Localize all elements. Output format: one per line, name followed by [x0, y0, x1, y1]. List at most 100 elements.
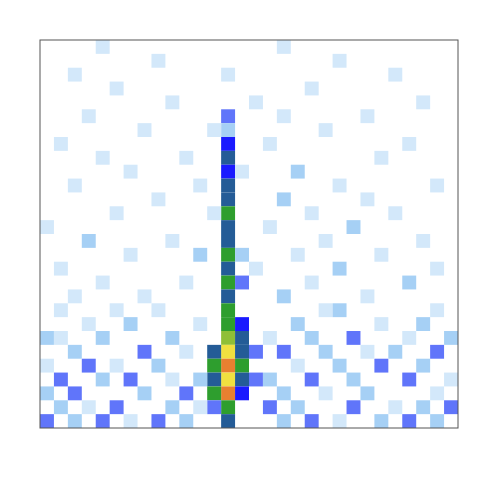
- heat-cell: [430, 303, 444, 317]
- heat-cell: [40, 414, 54, 428]
- heat-cell: [347, 331, 361, 345]
- heat-cell: [235, 317, 249, 331]
- heat-cell: [360, 109, 374, 123]
- heat-cell: [221, 234, 235, 248]
- heat-cell: [207, 206, 221, 220]
- heat-cell: [402, 331, 416, 345]
- heat-cell: [416, 317, 430, 331]
- heat-cell: [416, 359, 430, 373]
- heat-cell: [388, 345, 402, 359]
- heat-cell: [444, 400, 458, 414]
- plot-frame: [40, 40, 458, 428]
- heat-cell: [249, 345, 263, 359]
- heat-cell: [165, 331, 179, 345]
- heat-cell: [402, 137, 416, 151]
- heat-cell: [333, 179, 347, 193]
- heat-cell: [221, 386, 235, 400]
- heat-cell: [68, 345, 82, 359]
- heat-cell: [291, 400, 305, 414]
- heat-cell: [374, 317, 388, 331]
- heat-cell: [277, 192, 291, 206]
- heat-cell: [179, 414, 193, 428]
- heat-cell: [333, 414, 347, 428]
- heat-cell: [430, 179, 444, 193]
- heat-cell: [179, 345, 193, 359]
- heat-cell: [207, 400, 221, 414]
- heat-cell: [333, 303, 347, 317]
- heat-cell: [235, 331, 249, 345]
- heat-cell: [305, 414, 319, 428]
- heat-cell: [124, 248, 138, 262]
- heat-cell: [291, 248, 305, 262]
- heat-cell: [54, 400, 68, 414]
- heat-cell: [221, 414, 235, 428]
- heat-cell: [347, 400, 361, 414]
- heat-cell: [40, 220, 54, 234]
- heat-cell: [402, 373, 416, 387]
- heat-cell: [82, 234, 96, 248]
- heat-cell: [444, 373, 458, 387]
- heat-cell: [235, 165, 249, 179]
- heat-cell: [124, 414, 138, 428]
- heat-cell: [416, 95, 430, 109]
- heat-cell: [221, 373, 235, 387]
- heat-cell: [360, 345, 374, 359]
- heat-cell: [221, 331, 235, 345]
- heat-cell: [319, 386, 333, 400]
- heat-cell: [221, 303, 235, 317]
- heat-cell: [193, 248, 207, 262]
- heat-cell: [430, 345, 444, 359]
- heat-cell: [54, 137, 68, 151]
- plot-area: [40, 40, 458, 428]
- heat-cell: [221, 137, 235, 151]
- heat-cell: [305, 276, 319, 290]
- heat-cell: [179, 386, 193, 400]
- heat-cell: [207, 386, 221, 400]
- heat-cell: [221, 276, 235, 290]
- heat-cell: [221, 345, 235, 359]
- heat-cell: [374, 359, 388, 373]
- heat-cell: [291, 359, 305, 373]
- heat-cell: [96, 331, 110, 345]
- heat-cell: [277, 109, 291, 123]
- heat-cell: [374, 151, 388, 165]
- heat-cell: [333, 262, 347, 276]
- heat-cell: [263, 220, 277, 234]
- heat-cell: [235, 359, 249, 373]
- heat-cell: [221, 359, 235, 373]
- heat-cell: [319, 234, 333, 248]
- heat-cell: [291, 165, 305, 179]
- heat-cell: [110, 400, 124, 414]
- heat-cell: [277, 289, 291, 303]
- heat-cell: [374, 414, 388, 428]
- cells: [40, 40, 458, 428]
- heat-cell: [68, 179, 82, 193]
- heat-cell: [249, 95, 263, 109]
- heat-cell: [54, 373, 68, 387]
- heat-cell: [277, 414, 291, 428]
- heat-cell: [68, 68, 82, 82]
- heat-cell: [82, 109, 96, 123]
- heat-cell: [82, 317, 96, 331]
- heat-cell: [333, 54, 347, 68]
- heat-cell: [430, 262, 444, 276]
- heat-cell: [110, 359, 124, 373]
- heat-cell: [207, 345, 221, 359]
- heat-cell: [221, 220, 235, 234]
- heat-cell: [151, 303, 165, 317]
- heat-cell: [291, 317, 305, 331]
- heat-cell: [151, 414, 165, 428]
- heat-cell: [221, 179, 235, 193]
- heat-cell: [96, 414, 110, 428]
- heat-cell: [221, 165, 235, 179]
- heat-cell: [138, 386, 152, 400]
- heat-cell: [138, 289, 152, 303]
- heat-cell: [319, 345, 333, 359]
- heat-cell: [221, 262, 235, 276]
- heat-cell: [124, 373, 138, 387]
- heat-cell: [416, 400, 430, 414]
- heat-cell: [96, 40, 110, 54]
- heat-cell: [305, 206, 319, 220]
- heat-cell: [96, 276, 110, 290]
- heat-cell: [68, 289, 82, 303]
